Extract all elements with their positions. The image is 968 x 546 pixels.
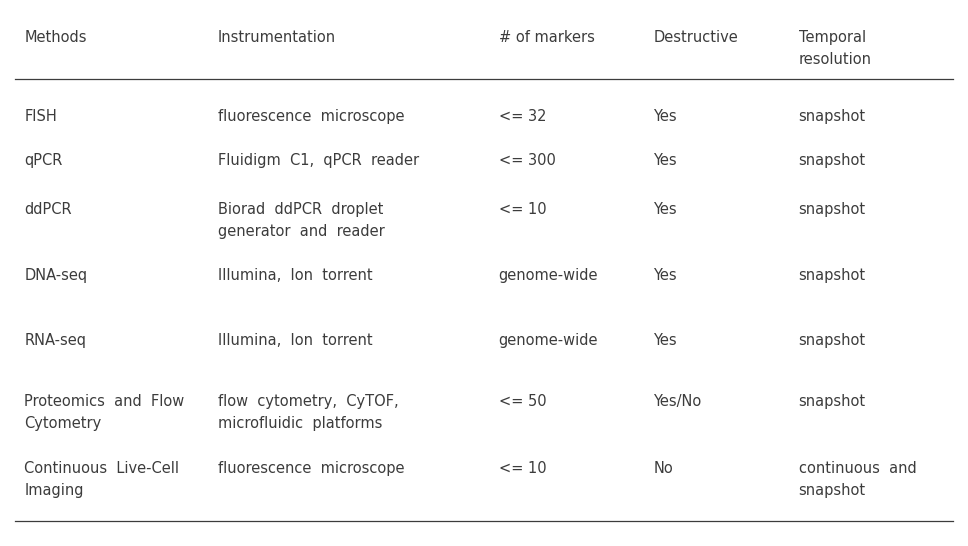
Text: genome-wide: genome-wide	[499, 333, 598, 348]
Text: Continuous  Live-Cell
Imaging: Continuous Live-Cell Imaging	[24, 461, 179, 498]
Text: continuous  and
snapshot: continuous and snapshot	[799, 461, 917, 498]
Text: <= 50: <= 50	[499, 394, 546, 409]
Text: <= 300: <= 300	[499, 153, 556, 168]
Text: Yes: Yes	[653, 109, 677, 124]
Text: DNA-seq: DNA-seq	[24, 268, 87, 282]
Text: Yes: Yes	[653, 202, 677, 217]
Text: <= 32: <= 32	[499, 109, 546, 124]
Text: Temporal
resolution: Temporal resolution	[799, 30, 871, 67]
Text: flow  cytometry,  CyTOF,
microfluidic  platforms: flow cytometry, CyTOF, microfluidic plat…	[218, 394, 399, 431]
Text: Biorad  ddPCR  droplet
generator  and  reader: Biorad ddPCR droplet generator and reade…	[218, 202, 384, 239]
Text: Methods: Methods	[24, 30, 87, 45]
Text: FISH: FISH	[24, 109, 57, 124]
Text: Destructive: Destructive	[653, 30, 739, 45]
Text: <= 10: <= 10	[499, 461, 546, 476]
Text: fluorescence  microscope: fluorescence microscope	[218, 461, 405, 476]
Text: <= 10: <= 10	[499, 202, 546, 217]
Text: ddPCR: ddPCR	[24, 202, 72, 217]
Text: snapshot: snapshot	[799, 394, 865, 409]
Text: Yes: Yes	[653, 153, 677, 168]
Text: snapshot: snapshot	[799, 268, 865, 282]
Text: Yes: Yes	[653, 333, 677, 348]
Text: snapshot: snapshot	[799, 109, 865, 124]
Text: genome-wide: genome-wide	[499, 268, 598, 282]
Text: Fluidigm  C1,  qPCR  reader: Fluidigm C1, qPCR reader	[218, 153, 419, 168]
Text: Illumina,  Ion  torrent: Illumina, Ion torrent	[218, 268, 373, 282]
Text: snapshot: snapshot	[799, 153, 865, 168]
Text: Yes/No: Yes/No	[653, 394, 702, 409]
Text: qPCR: qPCR	[24, 153, 63, 168]
Text: snapshot: snapshot	[799, 333, 865, 348]
Text: RNA-seq: RNA-seq	[24, 333, 86, 348]
Text: # of markers: # of markers	[499, 30, 594, 45]
Text: snapshot: snapshot	[799, 202, 865, 217]
Text: Instrumentation: Instrumentation	[218, 30, 336, 45]
Text: Proteomics  and  Flow
Cytometry: Proteomics and Flow Cytometry	[24, 394, 185, 431]
Text: No: No	[653, 461, 673, 476]
Text: Illumina,  Ion  torrent: Illumina, Ion torrent	[218, 333, 373, 348]
Text: fluorescence  microscope: fluorescence microscope	[218, 109, 405, 124]
Text: Yes: Yes	[653, 268, 677, 282]
